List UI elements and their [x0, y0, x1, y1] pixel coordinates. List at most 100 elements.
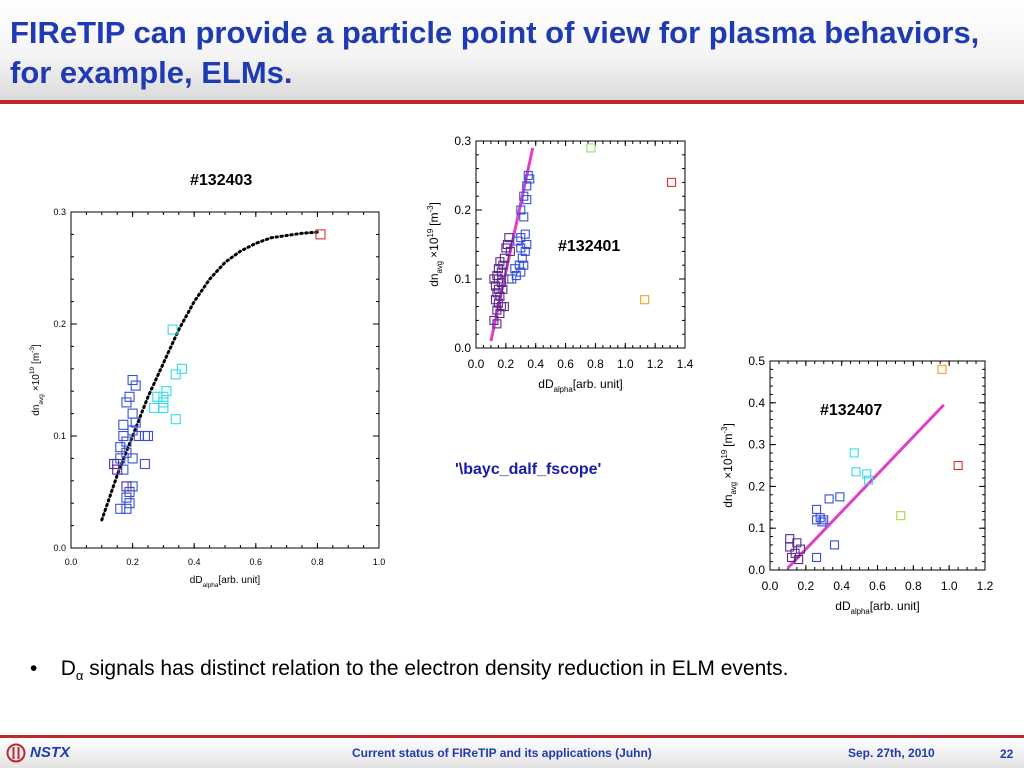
data-point	[124, 498, 135, 509]
data-point	[170, 369, 181, 380]
data-point	[149, 402, 160, 414]
data-point	[505, 246, 515, 256]
data-point	[121, 397, 132, 408]
x-tick-label: 1.0	[373, 557, 386, 567]
data-point	[519, 212, 529, 222]
x-tick-label: 0.4	[527, 357, 544, 371]
x-tick-label: 0.8	[311, 557, 324, 567]
data-point	[896, 511, 906, 521]
data-point	[522, 239, 532, 250]
data-point	[817, 517, 827, 527]
data-point	[513, 236, 523, 246]
data-point	[835, 492, 845, 502]
footer-presentation-title: Current status of FIReTIP and its applic…	[352, 746, 652, 760]
data-point	[862, 469, 872, 479]
nstx-logo-icon	[6, 743, 26, 763]
x-tick-label: 0.4	[188, 557, 201, 567]
x-tick-label: 0.6	[869, 579, 886, 593]
y-tick-label: 0.0	[53, 543, 66, 553]
y-tick-label: 0.5	[748, 354, 765, 368]
bullet-marker: •	[30, 657, 38, 680]
data-point	[118, 419, 129, 430]
footer-divider	[0, 735, 1024, 738]
data-point	[127, 425, 138, 436]
data-point	[667, 177, 677, 187]
data-point	[819, 515, 829, 525]
footer-date: Sep. 27th, 2010	[848, 746, 935, 760]
data-point	[127, 453, 138, 464]
bullet-subscript: α	[75, 668, 84, 684]
shot-label-132407: #132407	[820, 402, 883, 419]
y-tick-label: 0.2	[53, 319, 66, 329]
data-point	[953, 460, 963, 471]
footer: NSTX Current status of FIReTIP and its a…	[0, 738, 1024, 768]
data-point	[158, 397, 169, 408]
y-axis-label: dnavg×1019[m-3]	[29, 344, 45, 416]
data-point	[786, 552, 797, 563]
shot-label-132401: #132401	[558, 238, 621, 255]
data-point	[121, 436, 132, 447]
data-point	[115, 503, 126, 514]
x-axis-label: dDalpha[arb. unit]	[835, 599, 919, 616]
data-point	[520, 246, 530, 256]
data-point	[829, 540, 840, 550]
data-point	[812, 552, 822, 563]
bullet-prefix: D	[60, 657, 76, 680]
page-number: 22	[1000, 747, 1014, 761]
y-tick-label: 0.2	[748, 479, 765, 493]
y-tick-label: 0.1	[454, 272, 471, 286]
data-point	[112, 464, 123, 475]
x-tick-label: 1.4	[677, 357, 694, 371]
data-point	[522, 195, 532, 205]
bullet-text: signals has distinct relation to the ele…	[83, 657, 789, 680]
y-tick-label: 0.3	[748, 438, 765, 452]
data-point	[519, 260, 529, 270]
data-point	[504, 233, 514, 243]
y-axis-label: dnavg×1019[m-3]	[426, 202, 444, 287]
y-tick-label: 0.2	[454, 203, 471, 217]
data-point	[937, 364, 947, 374]
x-tick-label: 0.8	[905, 579, 922, 593]
data-point	[785, 542, 795, 552]
x-tick-label: 0.4	[833, 579, 850, 593]
y-axis-label: dnavg×1019[m-3]	[720, 423, 738, 508]
data-point	[492, 319, 502, 329]
data-point	[812, 504, 822, 514]
y-tick-label: 0.1	[748, 521, 765, 535]
data-point	[133, 430, 144, 442]
fit-curve	[786, 403, 945, 569]
data-point	[851, 467, 861, 477]
y-tick-label: 0.0	[748, 563, 765, 577]
plot-frame	[769, 360, 986, 571]
data-point	[115, 453, 126, 464]
x-tick-label: 1.2	[977, 579, 994, 593]
data-point	[523, 170, 533, 181]
x-tick-label: 0.0	[65, 557, 78, 567]
data-point	[849, 448, 859, 458]
data-point	[115, 442, 126, 453]
bullet-point: • Dα signals has distinct relation to th…	[30, 657, 788, 683]
data-point	[522, 181, 532, 191]
fit-curve	[100, 230, 319, 522]
x-tick-label: 0.0	[762, 579, 779, 593]
data-point	[519, 191, 529, 201]
data-point	[516, 205, 526, 215]
data-point	[167, 324, 178, 335]
data-point	[516, 233, 526, 243]
x-tick-label: 0.0	[468, 357, 485, 371]
data-point	[170, 414, 181, 425]
title-divider	[0, 100, 1024, 104]
data-point	[139, 458, 150, 470]
x-tick-label: 0.2	[126, 557, 139, 567]
data-point	[586, 143, 596, 153]
data-point	[498, 284, 508, 294]
data-point	[640, 295, 650, 305]
shot-label-132403: #132403	[190, 172, 253, 189]
x-tick-label: 0.2	[498, 357, 515, 371]
data-point	[109, 458, 120, 470]
data-point	[124, 391, 135, 402]
x-tick-label: 1.0	[617, 357, 634, 371]
data-point	[121, 503, 132, 514]
